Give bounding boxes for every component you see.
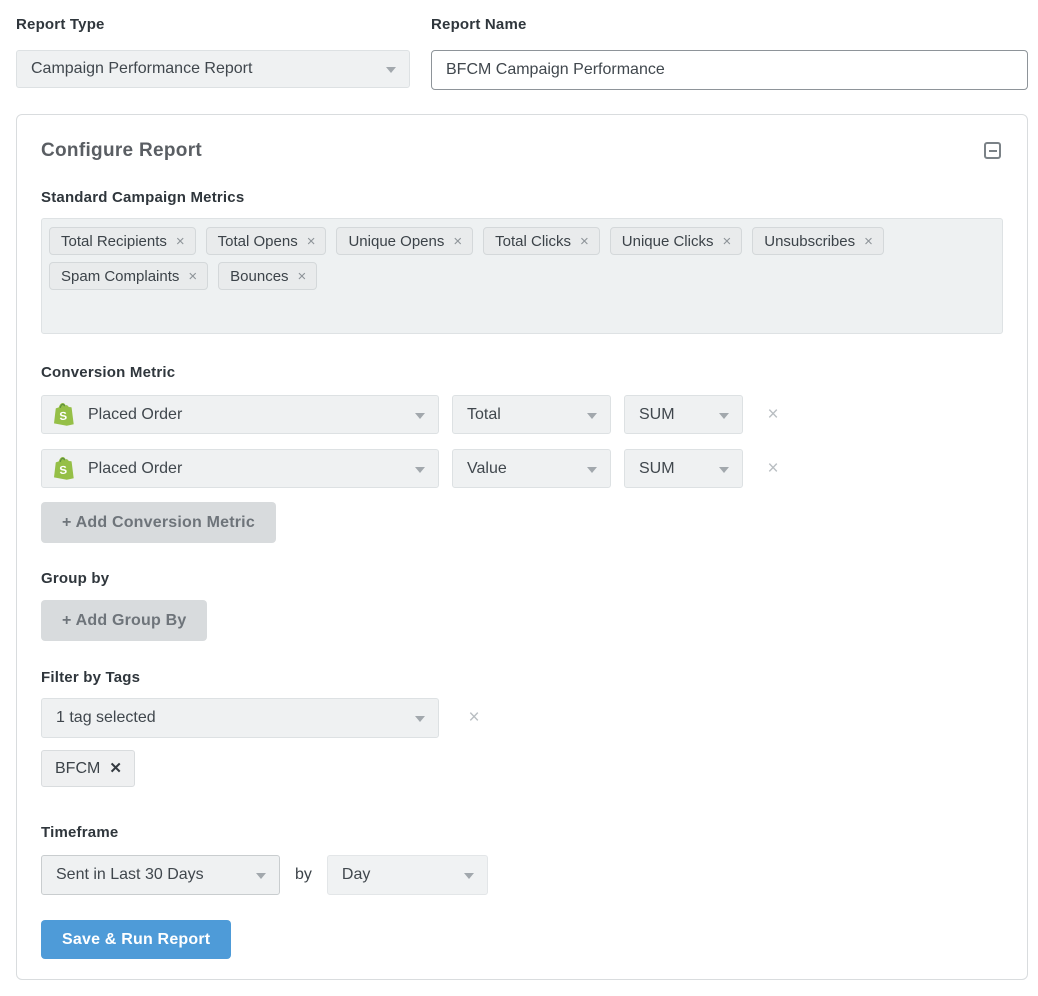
metric-aggregate-value: SUM	[639, 405, 675, 423]
minus-icon	[988, 149, 997, 152]
remove-conversion-metric-button[interactable]: ×	[767, 403, 779, 425]
filter-by-tags-label: Filter by Tags	[41, 669, 141, 686]
remove-conversion-metric-button[interactable]: ×	[767, 457, 779, 479]
caret-down-icon	[587, 466, 597, 473]
configure-report-panel: Configure Report Standard Campaign Metri…	[16, 114, 1028, 980]
chip-remove-icon[interactable]: ×	[297, 267, 307, 285]
caret-down-icon	[256, 873, 266, 879]
tag-filter-row: 1 tag selected ×	[41, 698, 1003, 738]
tag-chip-label: BFCM	[55, 759, 101, 777]
panel-title: Configure Report	[41, 140, 203, 161]
chip-remove-icon[interactable]: ×	[722, 232, 732, 250]
chip-remove-icon[interactable]: ×	[580, 232, 589, 250]
conversion-metric-value: Placed Order	[88, 405, 183, 423]
conversion-metric-label: Conversion Metric	[41, 364, 176, 381]
chip-remove-icon[interactable]: ×	[175, 232, 185, 250]
chip-remove-icon[interactable]: ×	[188, 267, 198, 285]
caret-down-icon	[386, 67, 396, 73]
caret-down-icon	[587, 412, 597, 419]
group-by-label: Group by	[41, 570, 110, 587]
metric-chip-label: Bounces	[230, 267, 289, 285]
shopify-icon: S	[54, 403, 75, 426]
metric-chip: Total Recipients ×	[49, 227, 196, 255]
add-conversion-metric-button[interactable]: + Add Conversion Metric	[41, 502, 276, 543]
metric-aggregate-value: SUM	[639, 459, 675, 477]
metric-property-select[interactable]: Value	[452, 449, 611, 488]
caret-down-icon	[719, 466, 729, 473]
svg-text:S: S	[59, 411, 68, 424]
caret-down-icon	[719, 412, 729, 419]
remove-tag-filter-button[interactable]: ×	[468, 707, 480, 728]
metric-property-value: Value	[467, 459, 507, 477]
conversion-metric-row: S Placed Order Value SUM ×	[41, 449, 1003, 488]
chip-remove-icon[interactable]: ×	[453, 232, 463, 250]
tag-filter-select[interactable]: 1 tag selected	[41, 698, 439, 738]
svg-text:S: S	[59, 465, 68, 478]
collapse-panel-button[interactable]	[984, 142, 1001, 159]
standard-metrics-label: Standard Campaign Metrics	[41, 189, 245, 206]
conversion-metric-value: Placed Order	[88, 459, 183, 477]
tag-filter-value: 1 tag selected	[56, 709, 156, 726]
metric-property-select[interactable]: Total	[452, 395, 611, 434]
report-type-label: Report Type	[16, 16, 105, 33]
timeframe-range-value: Sent in Last 30 Days	[56, 866, 204, 883]
metric-chip: Bounces ×	[218, 262, 318, 290]
timeframe-interval-value: Day	[341, 866, 371, 883]
conversion-metric-row: S Placed Order Total SUM ×	[41, 395, 1003, 434]
report-name-input[interactable]	[431, 50, 1028, 90]
chip-remove-icon[interactable]: ×	[864, 232, 873, 250]
caret-down-icon	[463, 873, 474, 879]
metric-property-value: Total	[467, 405, 501, 423]
timeframe-joiner-text: by	[295, 866, 312, 883]
save-run-report-button[interactable]: Save & Run Report	[41, 920, 232, 959]
conversion-metric-select[interactable]: S Placed Order	[41, 395, 439, 434]
report-type-select[interactable]: Campaign Performance Report	[16, 50, 410, 88]
caret-down-icon	[415, 466, 425, 473]
metric-aggregate-select[interactable]: SUM	[624, 395, 743, 434]
metric-chip: Total Clicks ×	[483, 227, 600, 255]
report-name-label: Report Name	[431, 16, 527, 33]
conversion-metric-select[interactable]: S Placed Order	[41, 449, 439, 488]
metric-chip-label: Total Clicks	[495, 232, 571, 250]
chip-remove-icon[interactable]: ×	[306, 232, 316, 250]
add-group-by-button[interactable]: + Add Group By	[41, 600, 208, 641]
metric-chip-label: Total Opens	[217, 232, 298, 250]
standard-metrics-multiselect[interactable]: Total Recipients × Total Opens × Unique …	[41, 218, 1003, 334]
shopify-icon: S	[54, 457, 75, 480]
caret-down-icon	[415, 716, 425, 722]
metric-chip-label: Spam Complaints	[61, 267, 180, 285]
timeframe-label: Timeframe	[41, 824, 119, 841]
metric-aggregate-select[interactable]: SUM	[624, 449, 743, 488]
metric-chip: Total Opens ×	[205, 227, 327, 255]
metric-chip-label: Unique Opens	[348, 232, 445, 250]
report-header-row: Report Type Campaign Performance Report …	[0, 0, 1038, 90]
tag-chip-remove-icon[interactable]: ✕	[109, 760, 122, 777]
timeframe-interval-select[interactable]: Day	[326, 855, 488, 895]
metric-chip-label: Unique Clicks	[621, 232, 714, 250]
timeframe-range-select[interactable]: Sent in Last 30 Days	[41, 855, 280, 895]
metric-chip: Unique Clicks ×	[609, 227, 743, 255]
metric-chip: Spam Complaints ×	[49, 262, 209, 290]
metric-chip: Unsubscribes ×	[752, 227, 884, 255]
metric-chip: Unique Opens ×	[336, 227, 474, 255]
tag-chip: BFCM ✕	[41, 750, 135, 787]
timeframe-row: Sent in Last 30 Days by Day	[41, 855, 1003, 895]
caret-down-icon	[415, 412, 425, 419]
metric-chip-label: Unsubscribes	[764, 232, 856, 250]
metric-chip-label: Total Recipients	[61, 232, 167, 250]
report-type-value: Campaign Performance Report	[31, 60, 253, 77]
